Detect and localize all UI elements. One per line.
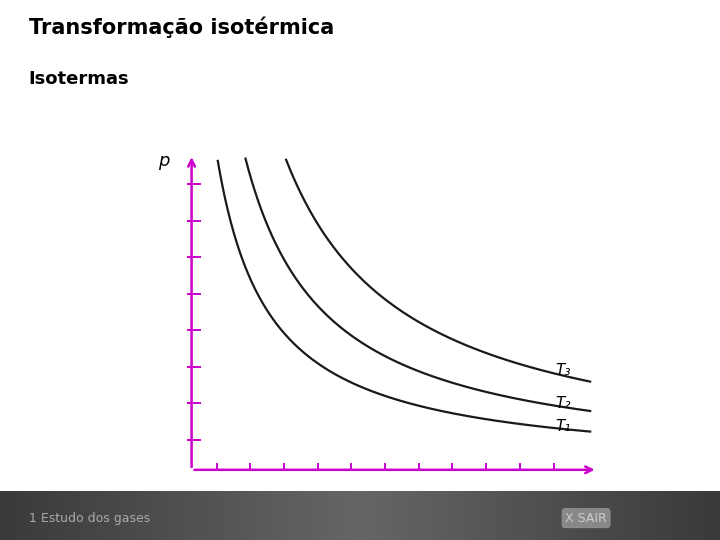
Text: X SAIR: X SAIR — [565, 511, 607, 525]
Text: Transformação isotérmica: Transformação isotérmica — [29, 16, 334, 38]
Text: 1 Estudo dos gases: 1 Estudo dos gases — [29, 511, 150, 525]
Text: Isotermas: Isotermas — [29, 70, 130, 88]
Text: p: p — [158, 152, 170, 170]
Text: T₂: T₂ — [555, 396, 570, 411]
Text: T₃: T₃ — [555, 363, 570, 378]
Text: T₁: T₁ — [555, 420, 570, 434]
Text: V: V — [595, 491, 608, 509]
